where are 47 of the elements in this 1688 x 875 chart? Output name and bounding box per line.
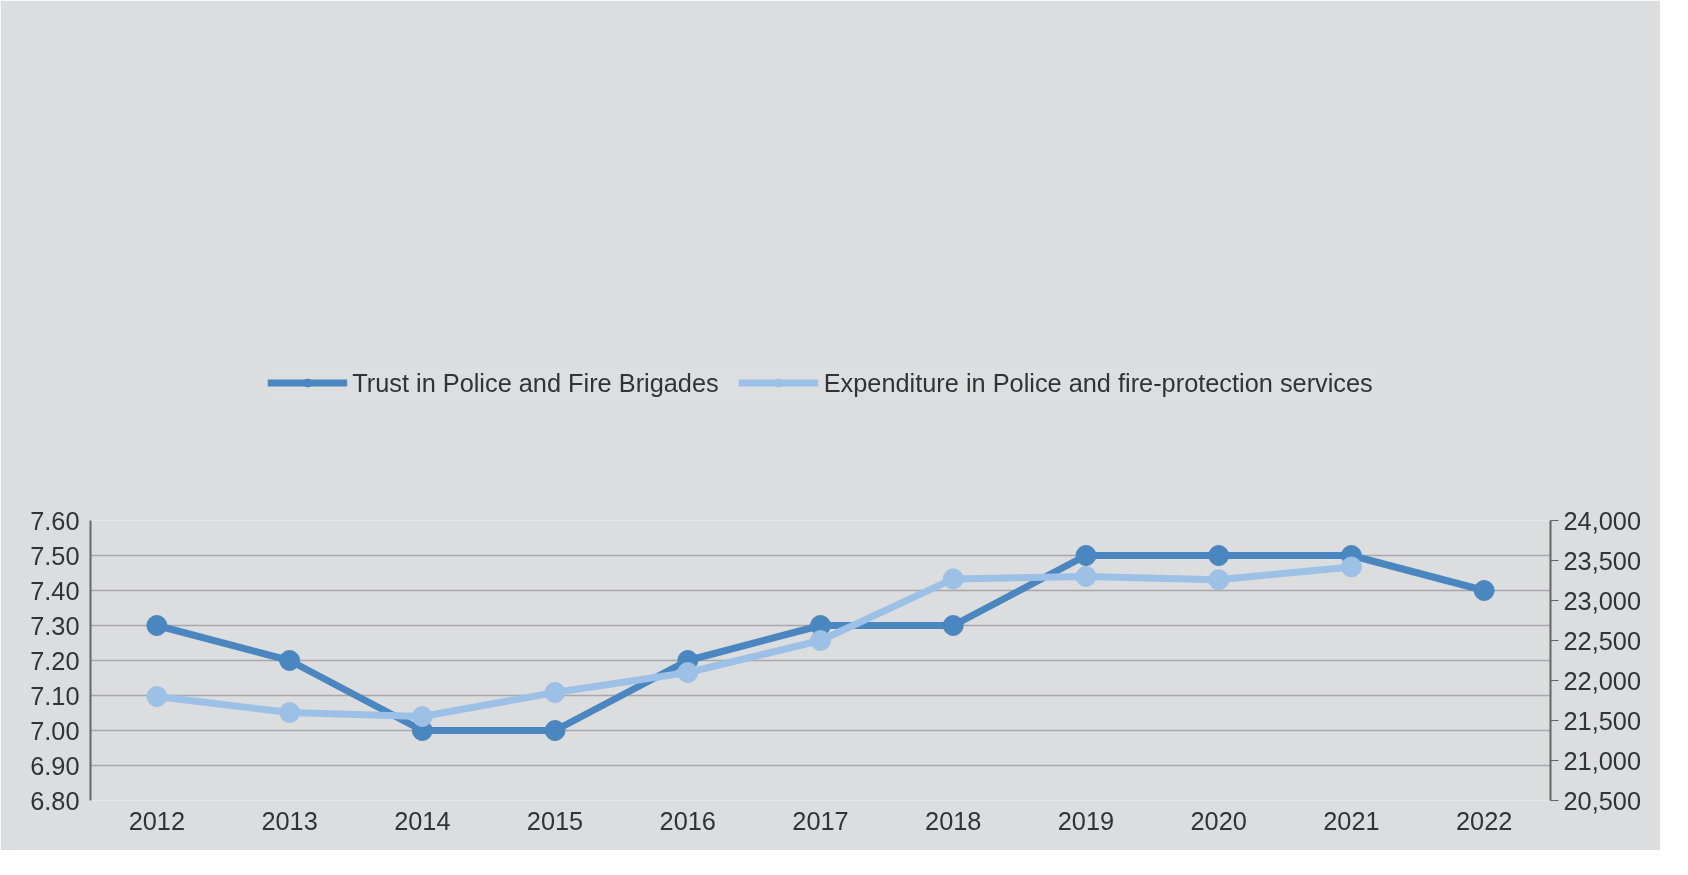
x-tick-label: 2014	[394, 806, 451, 835]
y2-tick-label: 24,000	[1563, 506, 1641, 535]
y-tick-label: 7.30	[30, 611, 80, 640]
x-tick-label: 2015	[526, 806, 584, 835]
point	[1208, 569, 1230, 591]
y-tick-label: 7.00	[30, 716, 80, 745]
point	[279, 702, 301, 723]
y2-tick-label: 20,500	[1563, 786, 1641, 815]
y2-tick-label: 21,000	[1563, 746, 1641, 775]
point	[1208, 545, 1230, 566]
point	[942, 615, 964, 636]
point	[146, 615, 168, 636]
x-tick-label: 2021	[1323, 806, 1380, 835]
point	[1075, 545, 1097, 566]
point	[1075, 566, 1097, 587]
x-tick-label: 2017	[792, 806, 849, 835]
y2-tick-label: 22,000	[1563, 666, 1641, 695]
y-tick-label: 7.50	[30, 541, 80, 570]
y-tick-label: 7.40	[30, 576, 80, 605]
point	[279, 650, 301, 671]
x-tick-label: 2020	[1190, 806, 1247, 835]
y2-tick-label: 23,000	[1563, 586, 1641, 615]
y-tick-label: 6.80	[30, 786, 80, 815]
y-tick-label: 7.60	[30, 506, 80, 535]
point	[544, 720, 566, 741]
point	[677, 662, 699, 683]
point	[146, 686, 168, 707]
x-tick-label: 2019	[1057, 806, 1115, 835]
point	[810, 630, 831, 651]
y2-tick-label: 22,500	[1563, 626, 1641, 655]
legend-label: Expenditure in Police and fire-protection services	[823, 368, 1373, 398]
point	[544, 682, 566, 703]
x-tick-label: 2013	[261, 806, 318, 835]
x-tick-label: 2012	[128, 806, 186, 835]
point	[1340, 556, 1362, 578]
y2-tick-label: 23,500	[1563, 546, 1641, 575]
y2-tick-label: 21,500	[1563, 706, 1641, 735]
x-tick-label: 2018	[925, 806, 982, 835]
x-tick-label: 2016	[659, 806, 716, 835]
y-tick-label: 7.10	[30, 681, 80, 710]
x-tick-label: 2022	[1455, 806, 1513, 835]
point	[942, 568, 964, 590]
point	[1473, 580, 1495, 601]
y-tick-label: 7.20	[30, 646, 80, 675]
legend-label: Trust in Police and Fire Brigades	[352, 368, 719, 398]
y-tick-label: 6.90	[30, 751, 80, 780]
point	[411, 706, 433, 727]
